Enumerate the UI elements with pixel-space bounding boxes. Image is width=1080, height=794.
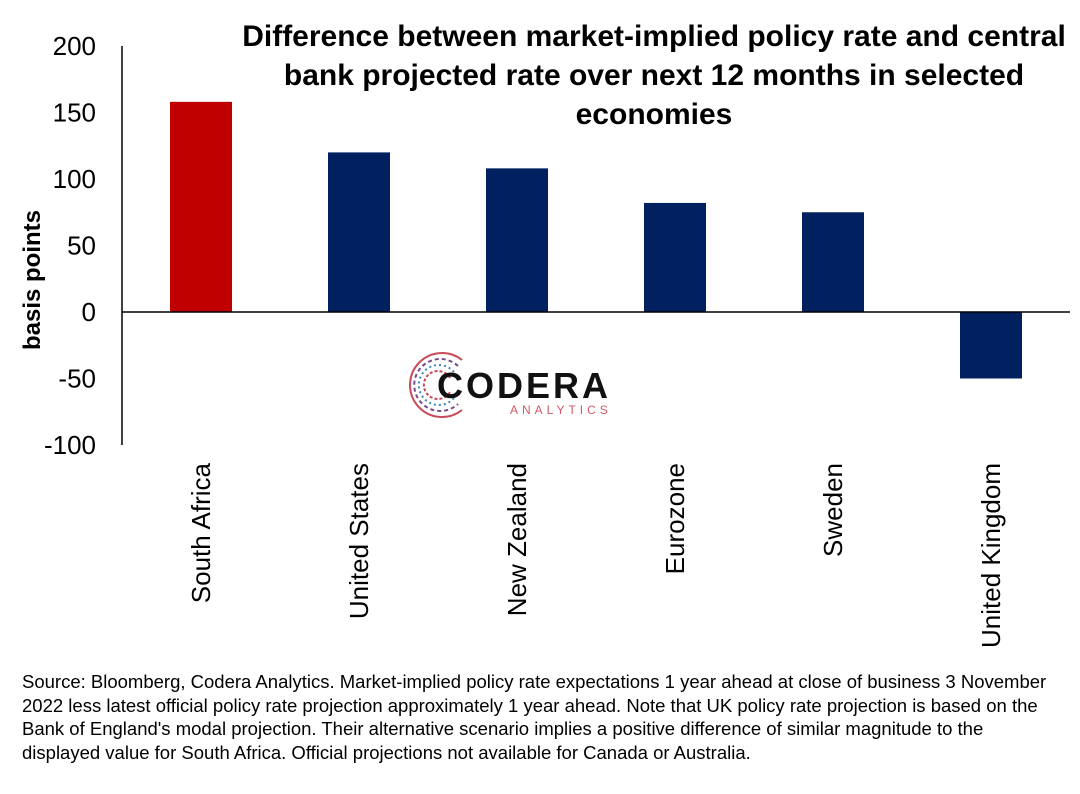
x-tick-label: South Africa: [186, 462, 216, 603]
chart-title-line-1: Difference between market-implied policy…: [242, 20, 1066, 53]
chart-title: Difference between market-implied policy…: [242, 20, 1066, 131]
category-labels: South Africa United States New Zealand Euro…: [186, 462, 1006, 648]
bar-chart: Difference between market-implied policy…: [19, 20, 1070, 648]
x-tick-label: Sweden: [818, 463, 848, 557]
y-tick-label: 0: [82, 297, 96, 327]
y-tick-label: 100: [53, 164, 96, 194]
bar-new-zealand: [486, 168, 548, 312]
bar-eurozone: [644, 202, 706, 312]
y-tick-label: -50: [58, 364, 96, 394]
axes: [121, 46, 1070, 445]
bar-united-kingdom: [960, 312, 1022, 379]
bar-sweden: [802, 212, 864, 312]
chart-title-line-2: bank projected rate over next 12 months …: [284, 59, 1024, 92]
codera-logo: CODERA ANALYTICS: [409, 352, 612, 418]
logo-subtext: ANALYTICS: [510, 403, 612, 417]
y-tick-label: 200: [53, 31, 96, 61]
x-tick-label: New Zealand: [502, 463, 532, 616]
x-tick-label: United States: [344, 463, 374, 619]
x-tick-label: Eurozone: [660, 463, 690, 574]
source-note: Source: Bloomberg, Codera Analytics. Mar…: [22, 671, 1047, 763]
bar-united-states: [328, 152, 390, 312]
logo-mark-icon: [409, 352, 463, 418]
y-axis-label: basis points: [19, 210, 46, 350]
logo-text: CODERA: [437, 365, 611, 406]
y-tick-labels: 200 150 100 50 0 -50 -100: [44, 31, 96, 460]
x-tick-label: United Kingdom: [976, 463, 1006, 648]
bars: [170, 101, 1022, 379]
bar-south-africa: [170, 101, 232, 312]
y-tick-label: 150: [53, 98, 96, 128]
chart-title-line-3: economies: [576, 98, 733, 131]
y-tick-label: 50: [67, 231, 96, 261]
y-tick-label: -100: [44, 430, 96, 460]
